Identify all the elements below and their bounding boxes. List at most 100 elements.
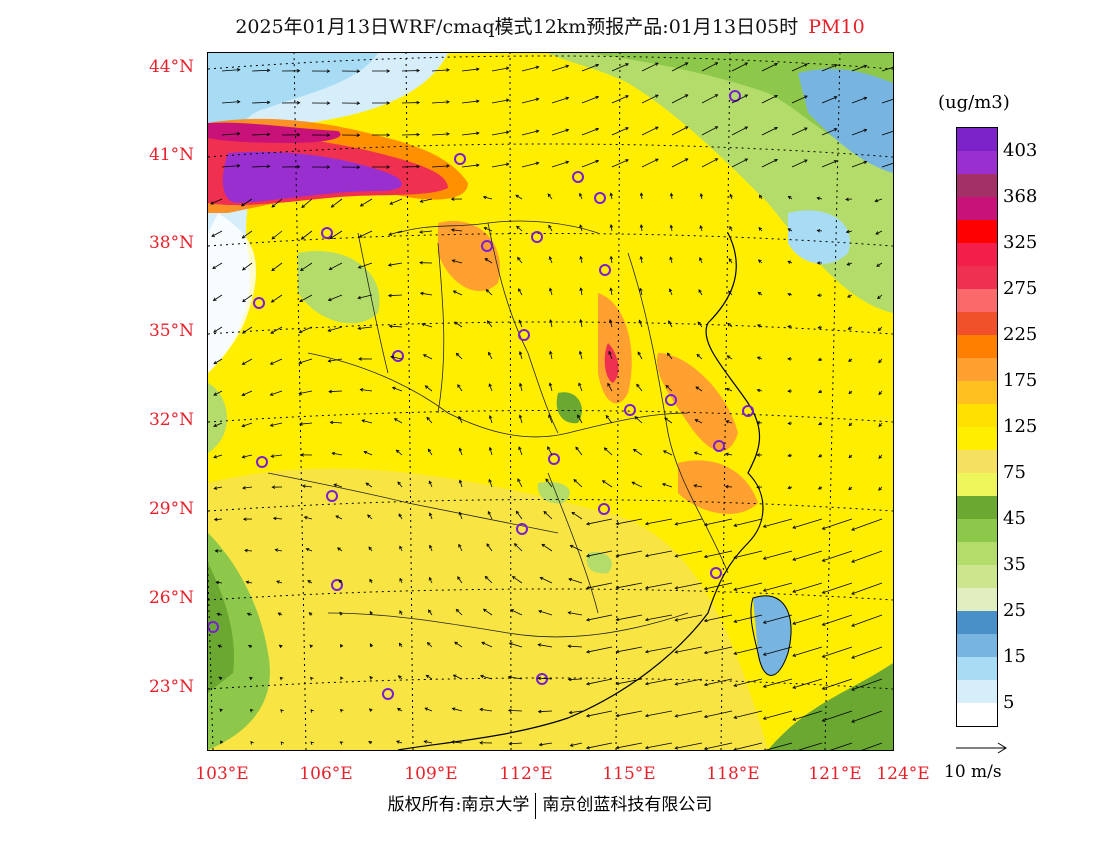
wind-vector-head — [714, 158, 719, 162]
wind-vector-head — [639, 192, 644, 197]
wind-vector — [791, 127, 808, 136]
wind-vector — [733, 518, 763, 527]
wind-vector-head — [455, 352, 460, 357]
wind-vector-head — [397, 481, 401, 486]
wind-vector — [731, 62, 748, 72]
wind-vector — [459, 512, 463, 520]
wind-vector-head — [851, 687, 855, 691]
wind-vector — [726, 355, 733, 360]
wind-vector-head — [638, 319, 642, 324]
wind-vector — [792, 614, 823, 625]
wind-vector — [761, 63, 778, 72]
wind-vector — [538, 677, 553, 680]
wind-vector — [213, 326, 223, 333]
wind-vector — [851, 161, 867, 168]
wind-vector-head — [863, 160, 868, 165]
wind-vector — [728, 258, 733, 264]
city-marker — [481, 240, 493, 252]
wind-vector-head — [733, 619, 738, 623]
wind-vector — [251, 69, 270, 72]
wind-vector-head — [845, 229, 850, 234]
wind-vector-head — [674, 714, 679, 718]
wind-vector-head — [337, 547, 341, 551]
lat-line-44 — [208, 55, 893, 70]
wind-vector — [701, 158, 718, 168]
wind-vector-head — [569, 743, 574, 747]
wind-vector-head — [428, 609, 432, 614]
wind-vector-head — [733, 555, 738, 559]
wind-vector — [457, 576, 463, 584]
wind-vector-head — [733, 683, 738, 687]
wind-vector-head — [756, 388, 761, 393]
wind-vector-head — [693, 451, 698, 455]
wind-vector — [394, 418, 403, 424]
wind-vector — [425, 385, 433, 392]
wind-vector — [877, 294, 883, 299]
wind-vector-head — [595, 63, 600, 68]
wind-vector-head — [276, 580, 280, 584]
wind-vector-head — [851, 527, 855, 531]
wind-vector — [431, 133, 450, 136]
wind-vector — [213, 422, 223, 427]
city-marker — [321, 227, 333, 239]
wind-vector — [540, 577, 553, 584]
wind-vector-head — [213, 360, 218, 365]
wind-vector-head — [728, 258, 733, 262]
wind-vector — [299, 390, 313, 395]
city-marker — [516, 523, 528, 535]
wind-vector-head — [571, 511, 576, 516]
wind-vector — [764, 742, 793, 750]
wind-vector-head — [330, 204, 335, 208]
wind-vector — [214, 518, 223, 521]
wind-vector — [271, 230, 283, 240]
wind-vector — [693, 484, 703, 488]
wind-vector-head — [863, 64, 868, 69]
wind-vector — [241, 422, 253, 427]
wind-vector-head — [674, 682, 679, 686]
wind-vector-head — [397, 675, 402, 679]
wind-vector-head — [586, 553, 590, 558]
wind-vector-head — [548, 382, 553, 387]
wind-vector-head — [634, 416, 639, 420]
wind-vector — [330, 230, 343, 239]
wind-vector — [761, 159, 778, 168]
wind-vector — [461, 132, 480, 136]
wind-vector — [521, 98, 539, 104]
colorbar-swatch — [957, 588, 997, 611]
colorbar-swatch — [957, 611, 997, 634]
map-title: 2025年01月13日WRF/cmaq模式12km预报产品:01月13日05时 P… — [0, 12, 1100, 39]
wind-vector — [581, 64, 599, 72]
wind-vector-head — [792, 717, 797, 721]
wind-vector-head — [703, 586, 708, 591]
wind-vector-head — [339, 611, 343, 616]
wind-vector-head — [310, 709, 314, 713]
wind-vector — [517, 257, 523, 264]
wind-vector — [822, 550, 853, 562]
wind-vector — [792, 582, 823, 593]
wind-vector-head — [368, 708, 373, 712]
wind-vector-head — [595, 127, 600, 132]
wind-vector-head — [266, 132, 271, 137]
field-northwest-blue — [208, 53, 378, 203]
wind-vector — [667, 352, 673, 360]
wind-vector-head — [368, 546, 372, 551]
wind-vector-head — [586, 681, 590, 686]
wind-vector-head — [250, 740, 254, 745]
wind-vector-head — [756, 485, 760, 490]
wind-vector — [639, 288, 643, 296]
wind-vector-head — [787, 485, 792, 490]
wind-vector — [611, 159, 629, 168]
field-taiwan — [753, 595, 792, 676]
wind-vector — [633, 448, 643, 456]
wind-vector — [568, 578, 583, 584]
wind-vector-head — [278, 644, 283, 649]
wind-vector-head — [804, 63, 808, 67]
wind-vector-head — [848, 454, 853, 459]
wind-vector — [221, 133, 240, 136]
wind-vector-head — [212, 297, 217, 301]
title-main: 2025年01月13日WRF/cmaq模式12km预报产品:01月13日05时 — [235, 16, 799, 38]
wind-vector — [396, 449, 403, 456]
wind-vector-head — [733, 651, 738, 655]
wind-vector — [586, 614, 613, 621]
wind-vector-head — [488, 446, 493, 451]
